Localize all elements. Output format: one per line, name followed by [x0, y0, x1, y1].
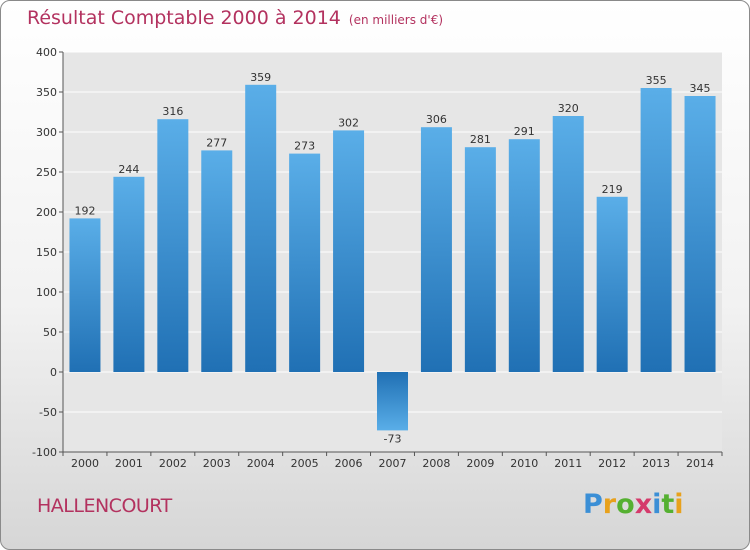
logo-letter: t: [661, 489, 675, 520]
logo-letter: x: [634, 489, 653, 520]
y-tick-label: 350: [36, 86, 57, 99]
bar: [420, 127, 452, 372]
bar-value-label: 192: [74, 204, 95, 217]
logo-letter: o: [616, 489, 635, 520]
x-tick-label: 2008: [422, 457, 450, 470]
logo-letter: i: [674, 489, 684, 520]
commune-name: HALLENCOURT: [37, 495, 172, 517]
bar: [377, 372, 408, 431]
bar-value-label: 316: [162, 105, 183, 118]
x-tick-label: 2000: [71, 457, 99, 470]
x-tick-label: 2011: [554, 457, 582, 470]
logo-letter: i: [652, 489, 662, 520]
bar-value-label: -73: [384, 432, 402, 445]
y-tick-label: 150: [36, 246, 57, 259]
bar-value-label: 277: [206, 136, 227, 149]
x-tick-label: 2002: [159, 457, 187, 470]
x-tick-label: 2003: [203, 457, 231, 470]
axes: [59, 51, 723, 456]
bar-value-label: 355: [646, 74, 667, 87]
y-tick-label: 100: [36, 286, 57, 299]
bar-value-label: 273: [294, 140, 315, 153]
chart-subtitle: (en milliers d'€): [348, 13, 444, 27]
bar: [552, 116, 584, 372]
bar-value-label: 302: [338, 116, 359, 129]
x-tick-label: 2010: [510, 457, 538, 470]
x-tick-label: 2006: [335, 457, 363, 470]
bar-value-label: 345: [690, 82, 711, 95]
y-tick-label: -50: [39, 406, 57, 419]
x-tick-label: 2005: [291, 457, 319, 470]
x-tick-label: 2009: [466, 457, 494, 470]
bar-value-label: 244: [118, 163, 139, 176]
bar: [157, 119, 189, 372]
bar: [640, 88, 672, 372]
bar-value-label: 291: [514, 125, 535, 138]
y-tick-label: 400: [36, 46, 57, 59]
y-tick-label: 250: [36, 166, 57, 179]
x-tick-label: 2012: [598, 457, 626, 470]
x-tick-label: 2013: [642, 457, 670, 470]
x-tick-label: 2014: [686, 457, 714, 470]
y-tick-label: 0: [50, 366, 57, 379]
bar-value-label: 320: [558, 102, 579, 115]
chart-title-block: Résultat Comptable 2000 à 2014 (en millie…: [27, 7, 443, 29]
bar-value-label: 306: [426, 113, 447, 126]
x-tick-label: 2001: [115, 457, 143, 470]
bar: [69, 218, 101, 372]
bar: [113, 176, 145, 372]
bar: [596, 196, 628, 372]
logo-letter: P: [583, 489, 603, 520]
y-tick-label: -100: [32, 446, 57, 459]
y-tick-label: 50: [43, 326, 57, 339]
bar: [201, 150, 233, 372]
x-tick-label: 2004: [247, 457, 275, 470]
chart-title: Résultat Comptable 2000 à 2014: [27, 7, 341, 29]
bar: [508, 139, 540, 372]
logo-letter: r: [602, 489, 617, 520]
bar: [245, 84, 277, 373]
bar-value-label: 281: [470, 133, 491, 146]
proxiti-logo: Proxiti: [583, 489, 684, 520]
bar: [289, 153, 321, 372]
bars: [69, 84, 716, 431]
bar: [333, 130, 365, 372]
y-tick-label: 300: [36, 126, 57, 139]
bar-value-label: 219: [602, 183, 623, 196]
labels: -100 -50 0 50 100 150 200 250 300 350 400 192 2000 24…: [32, 46, 714, 470]
y-tick-label: 200: [36, 206, 57, 219]
bar: [464, 147, 496, 372]
bar: [684, 96, 716, 372]
x-tick-label: 2007: [379, 457, 407, 470]
bar-value-label: 359: [250, 71, 271, 84]
